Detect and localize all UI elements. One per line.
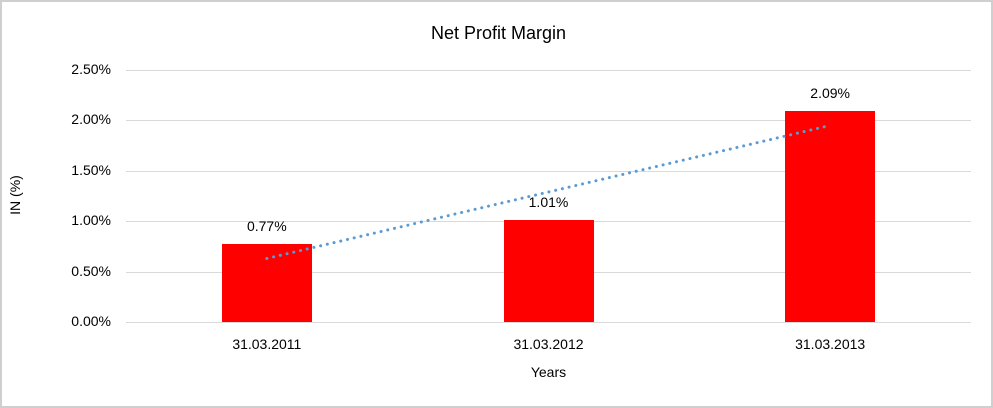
y-tick-label: 0.50% xyxy=(71,262,111,279)
bar-31.03.2013 xyxy=(785,111,876,322)
gridline xyxy=(126,322,971,323)
x-tick-label: 31.03.2013 xyxy=(795,336,866,352)
gridline xyxy=(126,170,971,172)
data-label: 2.09% xyxy=(810,85,850,102)
trendline-path xyxy=(265,123,832,260)
gridline xyxy=(126,120,971,122)
y-tick-label: 1.50% xyxy=(71,161,111,178)
gridline xyxy=(126,70,971,71)
y-axis-title: IN (%) xyxy=(7,175,23,215)
data-label: 1.01% xyxy=(528,194,569,211)
y-tick-label: 2.00% xyxy=(71,111,111,128)
x-tick-label: 31.03.2012 xyxy=(513,336,584,352)
bar-31.03.2012 xyxy=(503,220,594,322)
y-tick-label: 0.00% xyxy=(71,313,111,329)
y-tick-label: 2.50% xyxy=(71,61,111,77)
data-label: 0.77% xyxy=(246,218,287,235)
y-tick-label: 1.00% xyxy=(71,212,111,229)
x-tick-label: 31.03.2011 xyxy=(232,336,302,352)
linear-trendline xyxy=(265,123,832,260)
plot-area: 0.77% 1.01% 2.09% xyxy=(126,70,971,323)
x-axis-title: Years xyxy=(530,364,567,380)
chart-title: Net Profit Margin xyxy=(430,23,567,43)
